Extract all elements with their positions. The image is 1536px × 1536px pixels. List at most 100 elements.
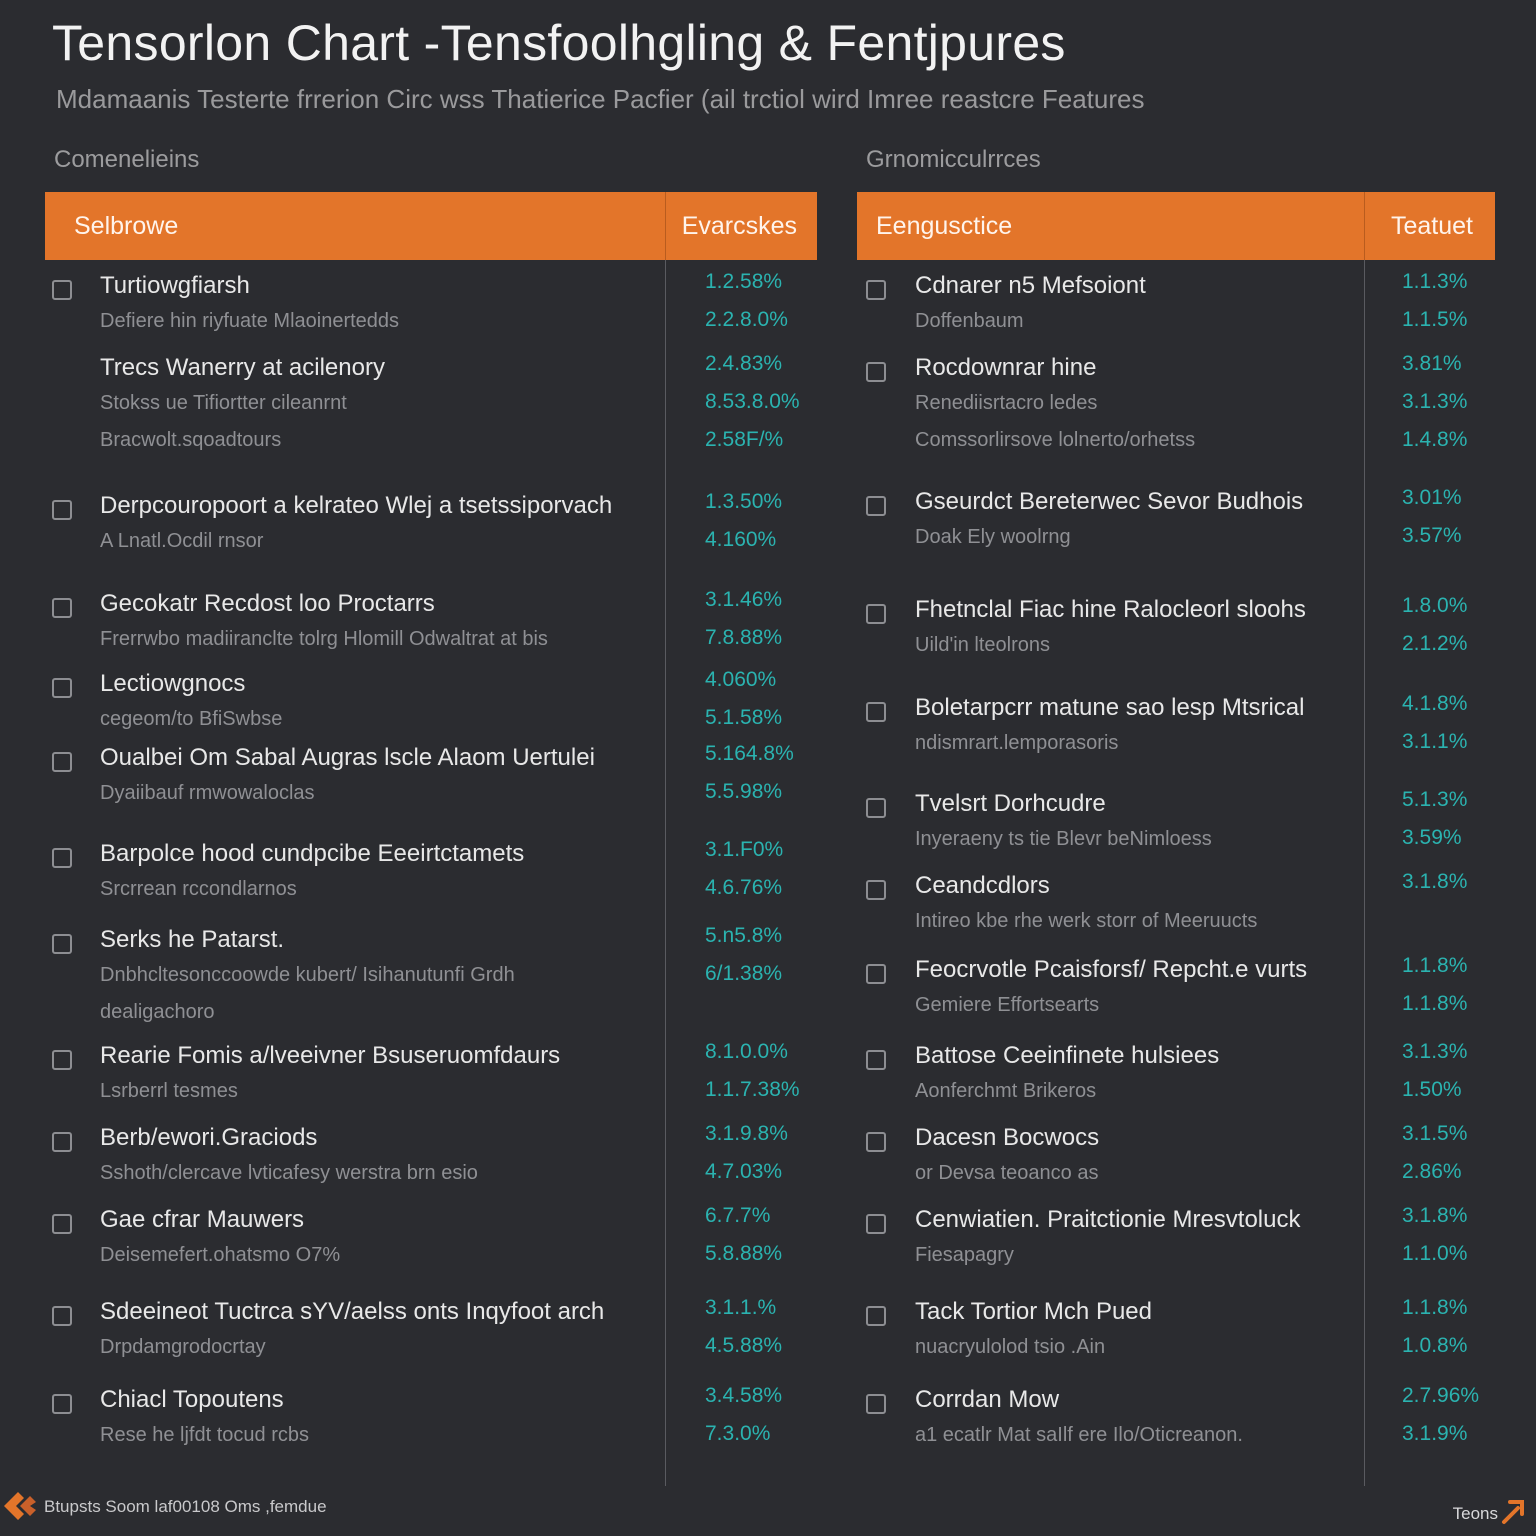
row-checkbox[interactable] (52, 1132, 72, 1152)
page-subtitle: Mdamaanis Testerte frrerion Circ wss Tha… (56, 84, 1145, 114)
row-value: 1.0.8% (1402, 1334, 1468, 1357)
row-checkbox[interactable] (52, 598, 72, 618)
row-value: 5.1.3% (1402, 788, 1468, 811)
row-value: 1.1.8% (1402, 954, 1468, 977)
row-label: Serks he Patarst. (100, 926, 285, 953)
row-value: 1.2.58% (705, 270, 783, 293)
row-description: Sshoth/clercave lvticafesy werstra brn e… (100, 1162, 478, 1184)
row-checkbox[interactable] (866, 496, 886, 516)
row-value: 3.1.46% (705, 588, 783, 611)
row-label: Gseurdct Bereterwec Sevor Budhois (915, 488, 1304, 515)
row-value: 3.1.1% (1402, 730, 1468, 753)
row-checkbox[interactable] (866, 964, 886, 984)
row-label: Rocdownrar hine (915, 354, 1097, 381)
row-value: 1.1.8% (1402, 992, 1468, 1015)
row-value: 4.160% (705, 528, 777, 551)
row-checkbox[interactable] (866, 1214, 886, 1234)
row-label: Chiacl Topoutens (100, 1386, 284, 1413)
row-checkbox[interactable] (52, 1214, 72, 1234)
row-value: 1.1.3% (1402, 270, 1468, 293)
row-description: Rese he ljfdt tocud rcbs (100, 1424, 309, 1446)
row-description: Lsrberrl tesmes (100, 1080, 238, 1102)
row-checkbox[interactable] (52, 848, 72, 868)
row-label: Battose Ceeinfinete hulsiees (915, 1042, 1220, 1069)
row-value: 1.3.50% (705, 490, 783, 513)
row-checkbox[interactable] (52, 1306, 72, 1326)
row-checkbox[interactable] (52, 678, 72, 698)
table-right: Eengusctice Teatuet Cdnarer n5 Mefsoiont… (857, 192, 1495, 1486)
row-label: Barpolce hood cundpcibe Eeeirtctamets (100, 840, 525, 867)
row-value: 2.86% (1402, 1160, 1462, 1183)
orange-chevron-logo-icon (4, 1492, 36, 1520)
row-description: Fiesapagry (915, 1244, 1014, 1266)
table-left-header: Selbrowe Evarcskes (45, 192, 817, 260)
row-checkbox[interactable] (866, 702, 886, 722)
row-label: Boletarpcrr matune sao lesp Mtsrical (915, 694, 1305, 721)
row-checkbox[interactable] (52, 280, 72, 300)
row-description: Bracwolt.sqoadtours (100, 429, 282, 451)
row-checkbox[interactable] (52, 1394, 72, 1414)
row-checkbox[interactable] (866, 604, 886, 624)
row-label: Gae cfrar Mauwers (100, 1206, 305, 1233)
row-label: Ceandcdlors (915, 872, 1050, 899)
row-description: Inyeraeny ts tie Blevr beNimloess (915, 828, 1212, 850)
row-value: 1.1.0% (1402, 1242, 1468, 1265)
row-label: Derpcouropoort a kelrateo Wlej a tsetssi… (100, 492, 613, 519)
row-checkbox[interactable] (866, 1306, 886, 1326)
row-label: Cdnarer n5 Mefsoiont (915, 272, 1146, 299)
row-value: 3.1.9.8% (705, 1122, 788, 1145)
brand-name: Teons (1452, 1504, 1498, 1523)
row-value: 8.53.8.0% (705, 390, 800, 413)
column-divider (1364, 260, 1365, 1486)
row-value: 5.5.98% (705, 780, 783, 803)
row-value: 7.8.88% (705, 626, 783, 649)
footer-text: Btupsts Soom laf00108 Oms ,femdue (44, 1497, 327, 1516)
row-description: nuacryulolod tsio .Ain (915, 1336, 1106, 1358)
row-label: Lectiowgnocs (100, 670, 246, 697)
row-checkbox[interactable] (52, 752, 72, 772)
column-header-name[interactable]: Selbrowe (74, 211, 179, 240)
row-value: 4.5.88% (705, 1334, 783, 1357)
column-header-name[interactable]: Eengusctice (876, 211, 1013, 240)
column-header-value[interactable]: Evarcskes (681, 211, 797, 240)
column-header-value[interactable]: Teatuet (1390, 211, 1473, 240)
row-label: Sdeeineot Tuctrca sYV/aelss onts Inqyfoo… (100, 1298, 605, 1325)
section-label-right: Grnomicculrrces (866, 146, 1041, 173)
row-checkbox[interactable] (866, 362, 886, 382)
row-value: 3.4.58% (705, 1384, 783, 1407)
row-description: Deisemefert.ohatsmo O7% (100, 1244, 341, 1266)
row-description: cegeom/to BfiSwbse (100, 708, 283, 730)
row-checkbox[interactable] (866, 280, 886, 300)
row-value: 1.1.5% (1402, 308, 1468, 331)
row-value: 4.7.03% (705, 1160, 783, 1183)
row-checkbox[interactable] (866, 798, 886, 818)
row-value: 1.50% (1402, 1078, 1462, 1101)
row-value: 5.164.8% (705, 742, 794, 765)
row-checkbox[interactable] (866, 1132, 886, 1152)
row-label: Tack Tortior Mch Pued (915, 1298, 1152, 1325)
row-checkbox[interactable] (866, 880, 886, 900)
row-value: 1.8.0% (1402, 594, 1468, 617)
row-checkbox[interactable] (52, 500, 72, 520)
row-description: Aonferchmt Brikeros (915, 1080, 1097, 1102)
row-description: Gemiere Effortsearts (915, 994, 1100, 1016)
row-value: 5.n5.8% (705, 924, 783, 947)
row-value: 5.8.88% (705, 1242, 783, 1265)
row-label: Corrdan Mow (915, 1386, 1060, 1413)
row-value: 5.1.58% (705, 706, 783, 729)
row-checkbox[interactable] (52, 934, 72, 954)
row-value: 3.01% (1402, 486, 1462, 509)
row-description: Renediisrtacro ledes (915, 392, 1098, 414)
row-checkbox[interactable] (866, 1050, 886, 1070)
row-value: 3.1.8% (1402, 1204, 1468, 1227)
row-description: Uild'in lteolrons (915, 634, 1050, 656)
row-checkbox[interactable] (866, 1394, 886, 1414)
row-description: dealigachoro (100, 1001, 215, 1023)
table-left: Selbrowe Evarcskes Turtiowgfiarsh Defiere… (45, 192, 817, 1486)
table-right-header: Eengusctice Teatuet (857, 192, 1495, 260)
row-checkbox[interactable] (52, 1050, 72, 1070)
row-label: Rearie Fomis a/lveeivner Bsuseruomfdaurs (100, 1042, 561, 1069)
row-description: Doak Ely woolrng (915, 526, 1071, 548)
row-label: Turtiowgfiarsh (100, 272, 250, 299)
row-description: A Lnatl.Ocdil rnsor (100, 530, 264, 552)
